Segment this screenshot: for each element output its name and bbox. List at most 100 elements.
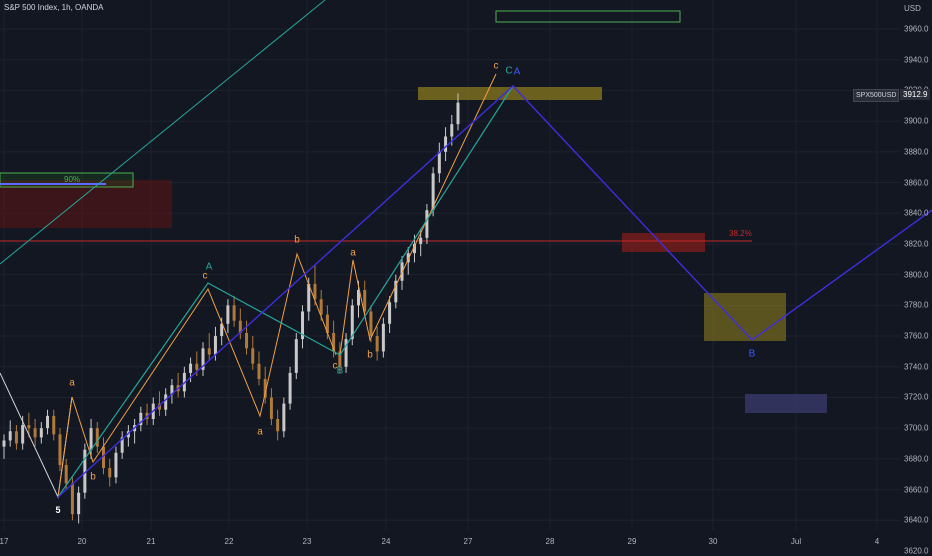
candle-body xyxy=(307,283,311,312)
wave-label-a3: a xyxy=(350,247,356,259)
candle-body xyxy=(39,428,43,438)
wave-label-c1: c xyxy=(202,270,208,282)
target-box-yellow[interactable] xyxy=(704,293,786,341)
candle-body xyxy=(189,363,193,373)
candle-body xyxy=(201,348,205,370)
price-tick-label: 3680.0 xyxy=(904,454,929,464)
candle-body xyxy=(95,428,99,447)
candle-body xyxy=(14,431,18,444)
candle-body xyxy=(70,483,74,515)
time-tick-label: 20 xyxy=(77,537,87,546)
fib-zone-red[interactable] xyxy=(622,233,705,252)
price-tick-label: 3640.0 xyxy=(904,515,929,525)
price-tick-label: 3840.0 xyxy=(904,208,929,218)
time-tick-label: 21 xyxy=(146,537,156,546)
orange-wave-line-2[interactable] xyxy=(339,73,497,356)
wave-label-b1: b xyxy=(90,471,96,483)
candle-body xyxy=(170,385,174,395)
symbol-tag: SPX500USD xyxy=(853,89,900,102)
teal-trendline[interactable] xyxy=(0,0,326,265)
candle-body xyxy=(425,210,429,238)
time-tick-label: 30 xyxy=(708,537,718,546)
candle-body xyxy=(369,311,373,337)
candle-body xyxy=(437,151,441,174)
candle-body xyxy=(450,124,454,137)
candle-body xyxy=(332,332,336,352)
candle-body xyxy=(2,440,6,447)
time-tick-label: 29 xyxy=(627,537,637,546)
time-tick-label: 22 xyxy=(224,537,234,546)
resistance-box-yellow[interactable] xyxy=(418,87,602,100)
candle-body xyxy=(419,237,423,244)
candle-body xyxy=(251,348,255,364)
wave-label-b2: b xyxy=(294,234,300,246)
target-box-blue[interactable] xyxy=(745,394,827,413)
chart-title: S&P 500 Index, 1h, OANDA xyxy=(4,3,104,12)
candle-body xyxy=(27,425,31,429)
candle-body xyxy=(33,428,37,438)
time-tick-label: 28 xyxy=(545,537,555,546)
candle-body xyxy=(381,323,385,352)
price-tick-label: 3900.0 xyxy=(904,116,929,126)
price-tick-label: 3700.0 xyxy=(904,423,929,433)
candle-body xyxy=(195,363,199,370)
candle-body xyxy=(8,431,12,441)
target-box-green[interactable] xyxy=(495,10,681,23)
fib-level-label: 38.2% xyxy=(729,229,752,238)
candle-body xyxy=(157,403,161,410)
wave-label-a1: a xyxy=(69,377,75,389)
candle-body xyxy=(282,403,286,432)
candle-body xyxy=(120,437,124,453)
candle-body xyxy=(83,449,87,493)
time-tick-label: 4 xyxy=(874,537,880,546)
candle-body xyxy=(444,136,448,152)
candle-body xyxy=(52,415,56,435)
candle-body xyxy=(344,339,348,367)
wave-label-A-top: A xyxy=(513,66,521,78)
time-tick-label: 23 xyxy=(302,537,312,546)
teal-wave-line[interactable] xyxy=(57,85,514,498)
time-tick-label: 27 xyxy=(463,537,473,546)
candle-body xyxy=(58,434,62,466)
candle-body xyxy=(263,379,267,398)
candle-body xyxy=(301,311,305,340)
blue-wave-line[interactable] xyxy=(57,85,932,498)
wave-label-B-proj: B xyxy=(748,348,756,360)
orange-wave-line-1[interactable] xyxy=(57,252,337,498)
wave-label-c-top: c xyxy=(493,60,499,72)
candle-body xyxy=(226,305,230,324)
price-tick-label: 3960.0 xyxy=(904,24,929,34)
candle-body xyxy=(102,446,106,469)
time-tick-label: 24 xyxy=(381,537,391,546)
candle-body xyxy=(139,412,143,426)
price-tick-label: 3820.0 xyxy=(904,239,929,249)
candle-body xyxy=(77,492,81,515)
candle-body xyxy=(412,243,416,254)
candle-body xyxy=(114,452,118,478)
candle-body xyxy=(238,320,242,333)
price-tick-label: 3800.0 xyxy=(904,270,929,280)
candle-body xyxy=(406,253,410,263)
candle-body xyxy=(207,348,211,355)
last-price-tag: 3912.9 xyxy=(900,89,931,100)
candle-body xyxy=(363,290,367,312)
price-tick-label: 3940.0 xyxy=(904,55,929,65)
candle-body xyxy=(232,305,236,321)
candle-body xyxy=(257,363,261,380)
price-tick-label: 3860.0 xyxy=(904,178,929,188)
candle-body xyxy=(269,397,273,419)
wave-label-5: 5 xyxy=(55,505,61,515)
candle-body xyxy=(46,415,50,429)
candle-body xyxy=(394,280,398,303)
candle-body xyxy=(431,173,435,211)
supply-zone-left[interactable] xyxy=(0,180,172,228)
currency-label: USD xyxy=(904,4,921,13)
candle-body xyxy=(313,283,317,300)
candle-body xyxy=(64,465,68,484)
price-tick-label: 3720.0 xyxy=(904,392,929,402)
candles xyxy=(2,93,460,524)
candle-body xyxy=(319,299,323,315)
price-tick-label: 3780.0 xyxy=(904,300,929,310)
candle-body xyxy=(350,305,354,340)
